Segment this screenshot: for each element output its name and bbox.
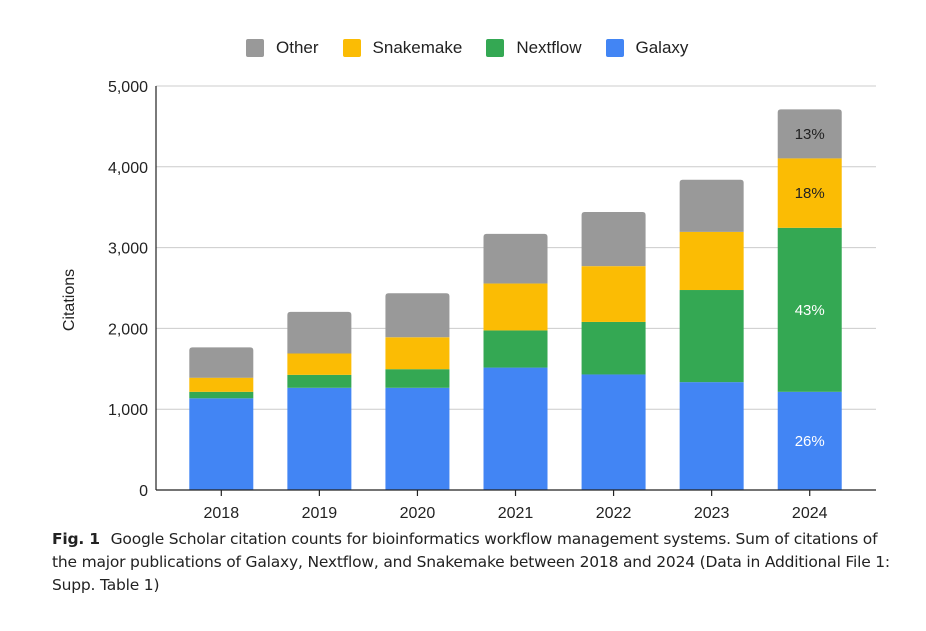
legend-item-other: Other — [246, 38, 319, 58]
chart-legend: Other Snakemake Nextflow Galaxy — [246, 38, 712, 58]
bar-segment-snakemake — [777, 158, 842, 228]
bar-segment-galaxy — [189, 398, 254, 490]
bar-segment-galaxy — [385, 387, 450, 490]
figure-label: Fig. 1 — [52, 530, 100, 548]
bar-segment-nextflow — [679, 290, 744, 383]
y-tick-label: 3,000 — [108, 241, 148, 258]
bar-segment-nextflow — [777, 227, 842, 392]
y-tick-label: 2,000 — [108, 321, 148, 338]
x-tick-label: 2018 — [204, 505, 240, 522]
bar-segment-nextflow — [287, 374, 352, 388]
bar-segment-other — [385, 293, 450, 338]
bar-segment-galaxy — [679, 382, 744, 490]
legend-item-nextflow: Nextflow — [486, 38, 582, 58]
legend-swatch-nextflow — [486, 39, 505, 57]
axes — [155, 86, 876, 496]
bar-segment-nextflow — [385, 369, 450, 388]
y-axis-label: Citations — [61, 269, 78, 331]
figure-caption: Fig. 1 Google Scholar citation counts fo… — [52, 528, 902, 597]
bar-segment-other — [679, 179, 744, 232]
x-tick-label: 2024 — [792, 505, 828, 522]
bar-segment-snakemake — [483, 283, 548, 331]
bars — [189, 109, 842, 490]
bar-segment-other — [777, 109, 842, 159]
data-label: 18% — [795, 185, 825, 202]
data-label: 13% — [795, 126, 825, 143]
caption-text: Google Scholar citation counts for bioin… — [52, 530, 890, 594]
legend-label-snakemake: Snakemake — [372, 38, 463, 57]
legend-item-snakemake: Snakemake — [342, 38, 463, 58]
bar-segment-other — [189, 347, 254, 378]
x-tick-label: 2021 — [498, 505, 534, 522]
bar-segment-snakemake — [679, 231, 744, 291]
x-tick-label: 2020 — [400, 505, 436, 522]
legend-label-nextflow: Nextflow — [516, 38, 582, 57]
legend-swatch-galaxy — [605, 39, 624, 57]
legend-label-other: Other — [276, 38, 319, 57]
bar-segment-nextflow — [189, 391, 254, 399]
legend-swatch-snakemake — [342, 39, 361, 57]
bar-segment-nextflow — [581, 321, 646, 375]
y-tick-label: 0 — [139, 483, 148, 500]
y-tick-label: 5,000 — [108, 79, 148, 96]
bar-segment-galaxy — [483, 367, 548, 490]
bar-segment-other — [581, 212, 646, 267]
legend-item-galaxy: Galaxy — [605, 38, 689, 58]
y-tick-label: 4,000 — [108, 160, 148, 177]
bar-segment-snakemake — [581, 266, 646, 322]
bar-segment-other — [483, 233, 548, 284]
legend-label-galaxy: Galaxy — [635, 38, 689, 57]
bar-segment-snakemake — [287, 353, 352, 375]
bar-segment-other — [287, 311, 352, 354]
bar-segment-galaxy — [777, 391, 842, 490]
stacked-bar-chart: 0 1,000 2,000 3,000 4,000 5,000 2018 2019 2020 20… — [61, 79, 876, 522]
bar-segment-nextflow — [483, 330, 548, 368]
bar-segment-galaxy — [287, 387, 352, 490]
x-tick-label: 2022 — [596, 505, 632, 522]
bar-segment-snakemake — [189, 377, 254, 392]
data-label: 43% — [795, 302, 825, 319]
x-tick-label: 2019 — [302, 505, 338, 522]
bar-segment-galaxy — [581, 374, 646, 490]
bar-segment-snakemake — [385, 337, 450, 370]
x-tick-label: 2023 — [694, 505, 730, 522]
labels: 0 1,000 2,000 3,000 4,000 5,000 2018 2019 2020 20… — [108, 79, 828, 522]
data-label: 26% — [795, 433, 825, 450]
y-tick-label: 1,000 — [108, 402, 148, 419]
legend-swatch-other — [246, 39, 264, 57]
